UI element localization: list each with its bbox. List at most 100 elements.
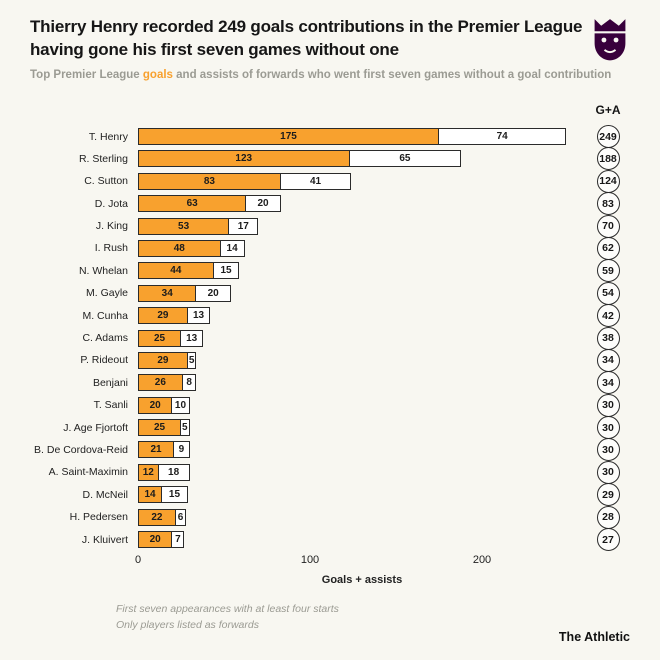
player-label: H. Pedersen	[69, 511, 128, 524]
goals-bar: 14	[138, 486, 163, 504]
table-row: M. Gayle 34 20 54	[30, 281, 630, 305]
bar-group: 83 41	[138, 172, 586, 190]
goals-bar: 22	[138, 508, 176, 526]
x-axis-tick: 0	[134, 554, 142, 567]
table-row: A. Saint-Maximin 12 18 30	[30, 460, 630, 484]
assists-bar: 5	[181, 419, 190, 437]
bar-group: 20 10	[138, 396, 586, 414]
player-label: J. Age Fjortoft	[63, 421, 128, 434]
goals-bar: 29	[138, 307, 188, 325]
assists-bar: 14	[220, 239, 245, 257]
bar-group: 22 6	[138, 508, 586, 526]
goals-bar: 20	[138, 531, 173, 549]
goals-bar: 25	[138, 329, 181, 347]
table-row: Benjani 26 8 34	[30, 371, 630, 395]
bar-group: 14 15	[138, 486, 586, 504]
total-column-header: G+A	[595, 103, 621, 117]
premier-league-logo-icon	[594, 19, 626, 61]
total-badge: 38	[596, 326, 620, 350]
goals-bar: 25	[138, 419, 181, 437]
header: Thierry Henry recorded 249 goals contrib…	[30, 16, 630, 62]
goals-bar: 48	[138, 239, 221, 257]
table-row: T. Sanli 20 10 30	[30, 393, 630, 417]
total-badge: 188	[596, 147, 620, 171]
total-cell: 62	[586, 236, 630, 260]
total-cell: 30	[586, 393, 630, 417]
x-axis-ticks: 0 100 200	[134, 554, 586, 568]
bar-group: 25 5	[138, 419, 586, 437]
player-label: R. Sterling	[78, 152, 128, 165]
table-row: D. McNeil 14 15 29	[30, 483, 630, 507]
assists-bar: 15	[162, 486, 188, 504]
assists-bar: 17	[229, 217, 259, 235]
total-badge: 30	[596, 460, 620, 484]
footnote-2: Only players listed as forwards	[116, 618, 259, 631]
assists-bar: 41	[280, 172, 352, 190]
assists-bar: 18	[158, 463, 190, 481]
total-cell: 70	[586, 214, 630, 238]
subtitle-suffix: and assists of forwards who went first s…	[172, 69, 612, 81]
total-cell: 30	[586, 416, 630, 440]
table-row: T. Henry 175 74 249	[30, 125, 630, 148]
bar-group: 21 9	[138, 441, 586, 459]
assists-bar: 6	[175, 508, 187, 526]
total-cell: 249	[586, 125, 630, 148]
goals-bar: 12	[138, 463, 159, 481]
player-label: C. Adams	[82, 332, 128, 345]
total-badge: 30	[596, 416, 620, 440]
total-badge: 249	[596, 125, 620, 148]
assists-bar: 65	[349, 150, 462, 168]
total-cell: 29	[586, 483, 630, 507]
bar-group: 26 8	[138, 374, 586, 392]
total-badge: 30	[596, 393, 620, 417]
total-badge: 59	[596, 259, 620, 283]
goals-bar: 21	[138, 441, 175, 459]
goals-bar: 83	[138, 172, 281, 190]
goals-bar: 34	[138, 284, 197, 302]
bar-group: 44 15	[138, 262, 586, 280]
total-cell: 42	[586, 304, 630, 328]
total-badge: 42	[596, 304, 620, 328]
total-cell: 34	[586, 348, 630, 372]
total-cell: 124	[586, 169, 630, 193]
bar-group: 53 17	[138, 217, 586, 235]
total-badge: 29	[596, 483, 620, 507]
total-badge: 28	[596, 505, 620, 529]
x-axis-tick: 200	[472, 554, 492, 567]
total-cell: 38	[586, 326, 630, 350]
assists-bar: 13	[187, 307, 211, 325]
assists-bar: 20	[246, 195, 281, 213]
subtitle: Top Premier League goals and assists of …	[30, 69, 630, 81]
total-cell: 59	[586, 259, 630, 283]
table-row: J. King 53 17 70	[30, 214, 630, 238]
assists-bar: 5	[187, 351, 197, 369]
total-badge: 30	[596, 438, 620, 462]
x-axis: 0 100 200	[30, 554, 630, 568]
brand-logo: The Athletic	[558, 630, 630, 644]
bar-group: 29 5	[138, 351, 586, 369]
total-badge: 27	[596, 528, 620, 552]
player-label: C. Sutton	[84, 175, 128, 188]
goals-bar: 53	[138, 217, 230, 235]
bar-group: 25 13	[138, 329, 586, 347]
table-row: R. Sterling 123 65 188	[30, 147, 630, 171]
assists-bar: 20	[196, 284, 231, 302]
player-label: B. De Cordova-Reid	[34, 443, 128, 456]
total-badge: 124	[596, 169, 620, 193]
table-row: H. Pedersen 22 6 28	[30, 505, 630, 529]
player-label: M. Cunha	[82, 309, 128, 322]
assists-bar: 10	[172, 396, 190, 414]
total-cell: 28	[586, 505, 630, 529]
x-axis-label: Goals + assists	[321, 574, 403, 587]
goals-bar: 175	[138, 128, 439, 145]
player-label: M. Gayle	[85, 287, 128, 300]
total-badge: 34	[596, 371, 620, 395]
player-label: T. Henry	[88, 130, 128, 143]
table-row: P. Rideout 29 5 34	[30, 348, 630, 372]
player-label: D. Jota	[94, 197, 128, 210]
total-cell: 27	[586, 528, 630, 552]
footnote-1: First seven appearances with at least fo…	[116, 603, 339, 616]
x-axis-tick: 100	[300, 554, 320, 567]
bar-group: 123 65	[138, 150, 586, 168]
total-cell: 188	[586, 147, 630, 171]
